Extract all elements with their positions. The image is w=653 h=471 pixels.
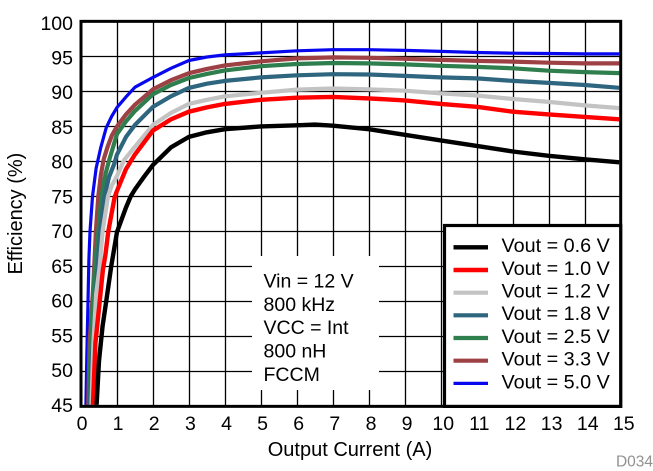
svg-text:Efficiency (%): Efficiency (%) bbox=[5, 153, 27, 275]
svg-text:100: 100 bbox=[40, 13, 73, 35]
svg-text:Vout = 2.5 V: Vout = 2.5 V bbox=[502, 326, 611, 348]
svg-text:4: 4 bbox=[221, 413, 232, 435]
svg-text:85: 85 bbox=[51, 117, 73, 139]
svg-text:Vout = 1.2 V: Vout = 1.2 V bbox=[502, 281, 611, 303]
svg-text:10: 10 bbox=[432, 413, 454, 435]
svg-text:Output Current (A): Output Current (A) bbox=[268, 439, 433, 461]
svg-text:0: 0 bbox=[77, 413, 88, 435]
svg-text:80: 80 bbox=[51, 152, 73, 174]
svg-text:Vout = 5.0 V: Vout = 5.0 V bbox=[502, 371, 611, 393]
svg-text:70: 70 bbox=[51, 221, 73, 243]
svg-text:45: 45 bbox=[51, 395, 73, 417]
svg-text:5: 5 bbox=[257, 413, 268, 435]
svg-text:800 kHz: 800 kHz bbox=[264, 294, 336, 316]
svg-text:Vout = 3.3 V: Vout = 3.3 V bbox=[502, 349, 611, 371]
svg-text:7: 7 bbox=[329, 413, 340, 435]
svg-text:3: 3 bbox=[185, 413, 196, 435]
svg-text:800 nH: 800 nH bbox=[264, 341, 327, 363]
svg-text:60: 60 bbox=[51, 291, 73, 313]
svg-text:Vout = 1.8 V: Vout = 1.8 V bbox=[502, 303, 611, 325]
svg-text:FCCM: FCCM bbox=[264, 364, 320, 386]
svg-text:2: 2 bbox=[149, 413, 160, 435]
svg-text:50: 50 bbox=[51, 360, 73, 382]
svg-text:9: 9 bbox=[402, 413, 413, 435]
svg-text:15: 15 bbox=[613, 413, 635, 435]
svg-text:8: 8 bbox=[366, 413, 377, 435]
svg-text:75: 75 bbox=[51, 187, 73, 209]
svg-text:95: 95 bbox=[51, 48, 73, 70]
svg-text:1: 1 bbox=[113, 413, 124, 435]
svg-text:VCC = Int: VCC = Int bbox=[264, 317, 350, 339]
svg-text:13: 13 bbox=[541, 413, 563, 435]
svg-text:65: 65 bbox=[51, 256, 73, 278]
svg-text:Vin = 12 V: Vin = 12 V bbox=[264, 271, 354, 293]
svg-text:6: 6 bbox=[293, 413, 304, 435]
svg-text:55: 55 bbox=[51, 325, 73, 347]
svg-text:11: 11 bbox=[469, 413, 489, 435]
svg-text:12: 12 bbox=[505, 413, 527, 435]
svg-text:Vout = 0.6 V: Vout = 0.6 V bbox=[502, 235, 611, 257]
svg-text:Vout = 1.0 V: Vout = 1.0 V bbox=[502, 258, 611, 280]
svg-text:90: 90 bbox=[51, 82, 73, 104]
svg-text:D034: D034 bbox=[616, 453, 653, 470]
svg-text:14: 14 bbox=[577, 413, 599, 435]
